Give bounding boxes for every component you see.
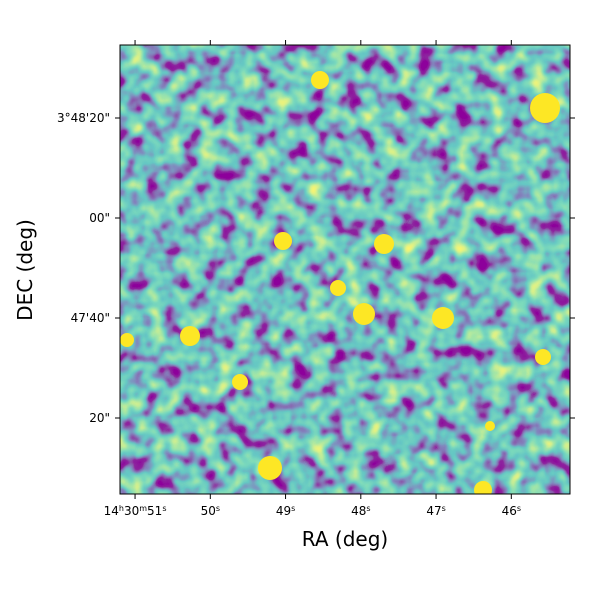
y-tick-label: 00" bbox=[89, 211, 110, 225]
x-tick-label: 47s bbox=[426, 504, 445, 519]
y-tick-label: 20" bbox=[89, 411, 110, 425]
x-tick-label: 14h30m51s bbox=[104, 504, 167, 519]
x-tick-label: 49s bbox=[276, 504, 295, 519]
x-tick-label: 46s bbox=[502, 504, 521, 519]
x-tick-label: 48s bbox=[351, 504, 370, 519]
x-axis-label: RA (deg) bbox=[302, 527, 388, 551]
y-axis-label: DEC (deg) bbox=[13, 219, 37, 321]
sky-image bbox=[120, 45, 570, 494]
y-tick-label: 47'40" bbox=[71, 311, 110, 325]
x-tick-label: 50s bbox=[201, 504, 220, 519]
frame bbox=[119, 44, 571, 495]
y-tick-label: 3°48'20" bbox=[57, 111, 110, 125]
